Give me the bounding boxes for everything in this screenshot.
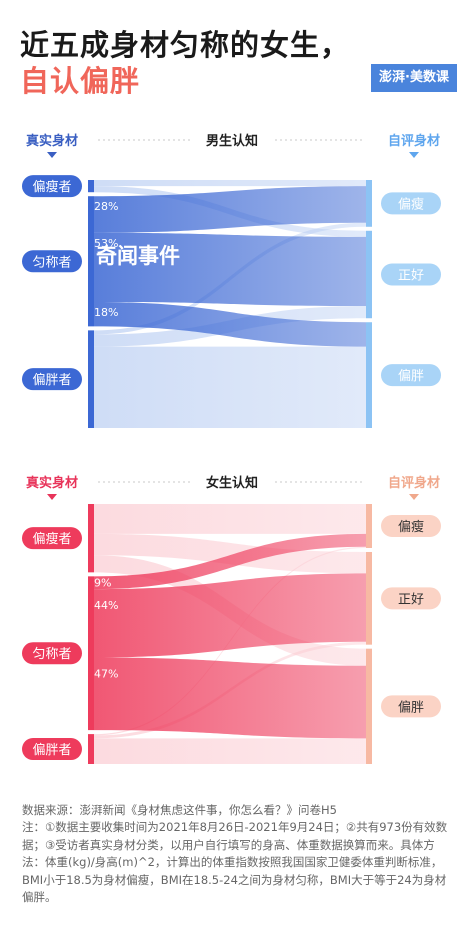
right-axis-title: 自评身材 xyxy=(388,133,440,149)
flow-percent-label: 44% xyxy=(94,599,118,612)
right-node-label: 偏胖 xyxy=(398,700,424,715)
right-axis-arrow xyxy=(409,494,419,500)
sankey-flow xyxy=(94,232,366,307)
left-node-label: 偏胖者 xyxy=(32,743,71,758)
right-node-bar xyxy=(366,322,372,428)
sankey-flow xyxy=(94,504,366,534)
right-node-label: 正好 xyxy=(398,592,424,607)
flow-percent-label: 18% xyxy=(94,306,118,319)
left-node-label: 偏瘦者 xyxy=(32,531,71,547)
chart-title: 女生认知 xyxy=(206,475,258,491)
left-axis-arrow xyxy=(47,152,57,158)
flow-percent-label: 9% xyxy=(94,577,111,590)
left-node-label: 匀称者 xyxy=(32,255,71,270)
right-node-pill xyxy=(381,364,441,387)
sankey-flow xyxy=(94,180,366,187)
watermark: 奇闻事件 xyxy=(96,244,180,268)
left-node-label: 匀称者 xyxy=(32,647,71,662)
right-node-label: 偏胖 xyxy=(398,369,424,384)
chart-title: 男生认知 xyxy=(206,133,258,149)
sankey-flow xyxy=(94,573,366,658)
right-node-label: 正好 xyxy=(398,269,424,284)
right-node-label: 偏瘦 xyxy=(398,196,424,212)
right-node-bar xyxy=(366,230,372,319)
left-node-bar xyxy=(88,504,94,573)
sankey-flow xyxy=(94,346,366,428)
right-axis-arrow xyxy=(409,152,419,158)
right-node-bar xyxy=(366,504,372,548)
footnote: 注：①数据主要收集时间为2021年8月26日-2021年9月24日；②共有973… xyxy=(22,820,448,905)
left-node-pill xyxy=(22,175,82,198)
right-axis-title: 自评身材 xyxy=(388,475,440,491)
sankey-flow xyxy=(94,186,366,233)
right-node-pill xyxy=(381,263,441,286)
left-node-pill xyxy=(22,738,82,761)
left-node-pill xyxy=(22,527,82,550)
title-line-2: 自认偏胖 xyxy=(20,64,141,98)
left-node-pill xyxy=(22,368,82,391)
flow-percent-label: 47% xyxy=(94,667,118,680)
sankey-flow xyxy=(94,738,366,764)
sankey-flow xyxy=(94,533,366,574)
title-line-1: 近五成身材匀称的女生， xyxy=(20,28,351,62)
right-node-bar xyxy=(366,648,372,764)
data-source: 数据来源：澎湃新闻《身材焦虑这件事，你怎么看？》问卷H5 xyxy=(22,803,337,817)
flow-percent-label: 53% xyxy=(94,237,118,250)
left-node-pill xyxy=(22,642,82,665)
right-node-pill xyxy=(381,695,441,718)
right-node-pill xyxy=(381,192,441,215)
left-node-bar xyxy=(88,180,94,193)
footer-notes: 数据来源：澎湃新闻《身材焦虑这件事，你怎么看？》问卷H5 注：①数据主要收集时间… xyxy=(22,802,448,906)
right-node-pill xyxy=(381,587,441,610)
right-node-bar xyxy=(366,551,372,645)
right-node-label: 偏瘦 xyxy=(398,519,424,535)
left-node-pill xyxy=(22,250,82,273)
left-axis-title: 真实身材 xyxy=(26,475,78,491)
right-node-bar xyxy=(366,180,372,227)
brand-logo: 澎湃·美数课 xyxy=(371,64,457,92)
sankey-flow xyxy=(94,301,366,347)
right-node-pill xyxy=(381,514,441,537)
left-node-bar xyxy=(88,576,94,731)
sankey-flow xyxy=(94,533,366,590)
left-axis-title: 真实身材 xyxy=(26,133,78,149)
left-node-label: 偏胖者 xyxy=(32,373,71,388)
left-node-bar xyxy=(88,330,94,428)
left-node-bar xyxy=(88,196,94,327)
left-node-label: 偏瘦者 xyxy=(32,179,71,195)
flow-percent-label: 28% xyxy=(94,200,118,213)
sankey-flow xyxy=(94,657,366,739)
left-node-bar xyxy=(88,734,94,764)
left-axis-arrow xyxy=(47,494,57,500)
